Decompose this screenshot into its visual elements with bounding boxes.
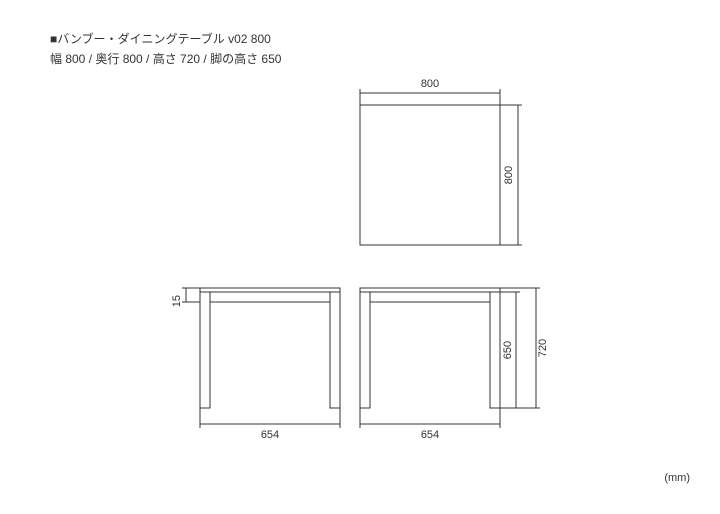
svg-text:650: 650 [502,341,514,359]
unit-label: (mm) [664,472,690,484]
svg-text:800: 800 [421,78,439,90]
svg-text:654: 654 [421,429,439,441]
svg-text:720: 720 [537,339,549,357]
drawing-canvas: 800 800 654 15 654 650 720 [0,0,720,514]
svg-text:15: 15 [171,295,183,307]
svg-text:800: 800 [503,166,515,184]
svg-text:654: 654 [261,429,279,441]
